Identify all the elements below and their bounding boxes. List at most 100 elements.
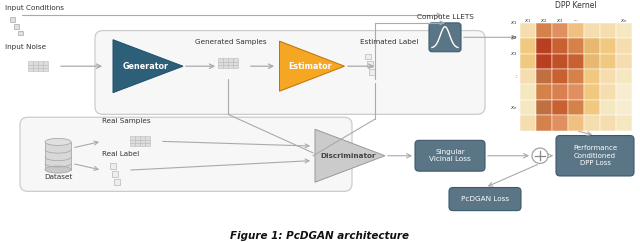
Bar — [14, 24, 19, 29]
Bar — [584, 23, 600, 38]
Bar — [536, 38, 552, 54]
Bar — [536, 100, 552, 115]
Bar — [33, 61, 38, 65]
Text: Singular
Vicinal Loss: Singular Vicinal Loss — [429, 149, 471, 162]
Bar — [584, 69, 600, 84]
Bar — [600, 54, 616, 69]
Text: $x_1$: $x_1$ — [509, 19, 517, 27]
Bar — [520, 38, 536, 54]
Ellipse shape — [45, 138, 71, 145]
Bar — [223, 58, 228, 62]
FancyBboxPatch shape — [415, 140, 485, 171]
Bar — [145, 143, 150, 146]
Bar — [28, 61, 33, 65]
Bar — [600, 100, 616, 115]
Polygon shape — [280, 41, 344, 91]
Bar — [28, 65, 33, 68]
Bar — [130, 140, 135, 143]
Bar — [536, 69, 552, 84]
Bar — [223, 65, 228, 68]
Bar — [130, 143, 135, 146]
Polygon shape — [315, 129, 385, 182]
Bar — [600, 23, 616, 38]
Bar — [584, 54, 600, 69]
Bar — [552, 100, 568, 115]
Bar — [600, 38, 616, 54]
Text: Input Conditions: Input Conditions — [5, 5, 64, 11]
Bar — [536, 115, 552, 131]
Bar — [33, 65, 38, 68]
Bar — [616, 38, 632, 54]
Text: Performance
Conditioned
DPP Loss: Performance Conditioned DPP Loss — [573, 145, 617, 166]
Text: Figure 1: PcDGAN architecture: Figure 1: PcDGAN architecture — [230, 231, 410, 241]
Text: Input Noise: Input Noise — [5, 44, 46, 50]
Bar — [233, 58, 238, 62]
Bar — [38, 65, 43, 68]
Polygon shape — [113, 40, 183, 93]
Bar — [536, 84, 552, 100]
FancyBboxPatch shape — [449, 188, 521, 211]
Bar — [135, 136, 140, 140]
Text: $x_3$: $x_3$ — [509, 50, 517, 58]
FancyBboxPatch shape — [20, 117, 352, 191]
Bar — [369, 69, 375, 75]
Bar — [112, 171, 118, 177]
Bar — [600, 69, 616, 84]
Bar — [600, 84, 616, 100]
Text: PcDGAN Loss: PcDGAN Loss — [461, 196, 509, 202]
Bar — [520, 54, 536, 69]
Bar — [43, 61, 48, 65]
Text: Real Label: Real Label — [102, 151, 140, 157]
Text: Generator: Generator — [123, 62, 169, 71]
Text: Estimated Label: Estimated Label — [360, 39, 419, 45]
FancyBboxPatch shape — [556, 136, 634, 176]
Bar — [568, 69, 584, 84]
Bar — [616, 100, 632, 115]
Bar — [584, 84, 600, 100]
Bar — [228, 58, 233, 62]
Text: $x_1$: $x_1$ — [524, 17, 532, 25]
Bar — [233, 65, 238, 68]
Text: Dataset: Dataset — [44, 174, 72, 180]
Bar — [520, 115, 536, 131]
Text: $x_3$: $x_3$ — [556, 17, 564, 25]
FancyBboxPatch shape — [95, 30, 485, 114]
Bar — [520, 23, 536, 38]
Bar — [568, 115, 584, 131]
Text: DPP Kernel: DPP Kernel — [555, 1, 597, 10]
Bar — [520, 69, 536, 84]
Bar — [520, 100, 536, 115]
Text: Real Samples: Real Samples — [102, 118, 150, 124]
Bar — [145, 136, 150, 140]
Text: Compute LLETS: Compute LLETS — [417, 14, 474, 20]
Bar — [584, 115, 600, 131]
Bar — [552, 84, 568, 100]
Bar — [110, 163, 116, 169]
Bar — [10, 17, 15, 22]
Bar — [584, 100, 600, 115]
Bar — [584, 38, 600, 54]
Bar — [233, 62, 238, 65]
Text: Estimator: Estimator — [288, 62, 332, 71]
Text: ...: ... — [573, 17, 579, 22]
Bar — [568, 54, 584, 69]
Text: Generated Samples: Generated Samples — [195, 39, 267, 45]
Bar — [552, 69, 568, 84]
Bar — [38, 61, 43, 65]
Bar — [600, 115, 616, 131]
Circle shape — [532, 148, 548, 163]
Bar — [18, 30, 23, 35]
Bar — [218, 58, 223, 62]
Bar — [135, 140, 140, 143]
Bar — [228, 65, 233, 68]
Text: $x_2$: $x_2$ — [509, 34, 517, 42]
Bar — [616, 54, 632, 69]
Text: Discriminator: Discriminator — [320, 153, 376, 159]
Bar — [552, 38, 568, 54]
Bar — [38, 68, 43, 71]
Bar — [45, 142, 71, 170]
Bar — [568, 38, 584, 54]
Bar — [218, 65, 223, 68]
Bar — [135, 143, 140, 146]
Bar — [568, 100, 584, 115]
